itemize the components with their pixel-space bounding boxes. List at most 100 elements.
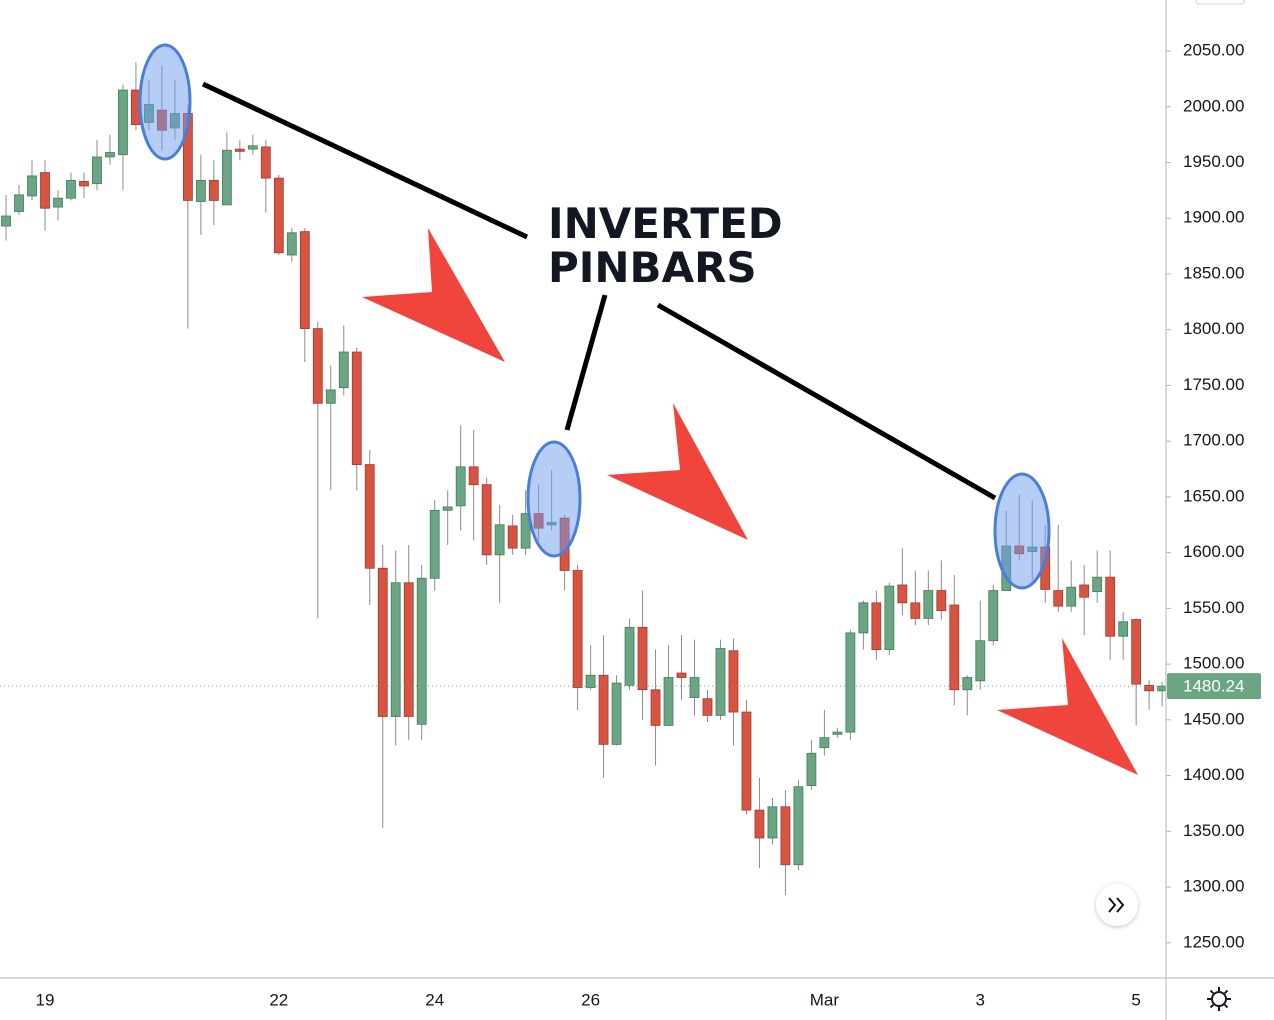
- candle-body: [1092, 576, 1103, 593]
- y-tick-label: 2050.00: [1183, 41, 1244, 60]
- candle-body: [1144, 684, 1155, 692]
- candle-body: [1157, 685, 1166, 692]
- candle-body: [754, 809, 765, 839]
- candle-body: [273, 177, 284, 254]
- plot-area: [0, 62, 1166, 895]
- pointer-line: [564, 294, 608, 431]
- candle-body: [936, 590, 947, 612]
- candle-body: [325, 389, 336, 404]
- candle-body: [689, 677, 700, 698]
- candle-body: [819, 737, 830, 749]
- candle-body: [40, 172, 50, 209]
- highlight-ellipse: [526, 440, 582, 558]
- x-tick-label: Mar: [810, 990, 840, 1009]
- candle-body: [598, 674, 609, 745]
- candle-body: [481, 484, 492, 556]
- candle-body: [221, 149, 232, 206]
- candle-body: [208, 179, 219, 201]
- candle-body: [338, 351, 349, 389]
- annotations: INVERTED PINBARS: [138, 43, 1138, 775]
- candle-body: [247, 145, 258, 150]
- candle-body: [507, 525, 518, 549]
- candle-body: [832, 731, 843, 735]
- candle-body: [416, 577, 427, 725]
- gear-icon: [1211, 991, 1227, 1007]
- candle-body: [377, 567, 388, 717]
- candle-body: [572, 570, 583, 688]
- candle-body: [845, 632, 856, 733]
- y-tick-label: 1350.00: [1183, 821, 1244, 840]
- highlight-ellipse: [138, 43, 192, 161]
- candle-body: [1, 215, 11, 227]
- candle-body: [767, 806, 778, 839]
- candle-body: [585, 674, 596, 688]
- last-price-tag: [1167, 673, 1261, 700]
- x-tick-label: 3: [976, 990, 985, 1009]
- candle-body: [728, 650, 739, 713]
- candle-body: [806, 752, 817, 787]
- y-tick-label: 1300.00: [1183, 877, 1244, 896]
- candle-body: [442, 506, 453, 511]
- candle-body: [975, 640, 986, 682]
- pointer-line: [201, 81, 529, 240]
- gear-teeth: [1207, 987, 1231, 1011]
- candle-body: [118, 89, 128, 156]
- candle-body: [884, 585, 895, 651]
- y-tick-label: 1850.00: [1183, 263, 1244, 282]
- candle-body: [663, 677, 674, 726]
- candle-body: [1079, 584, 1090, 598]
- candle-body: [468, 466, 479, 486]
- candle-body: [92, 156, 102, 185]
- candle-body: [962, 677, 973, 691]
- candle-body: [702, 698, 713, 716]
- candle-body: [949, 604, 960, 691]
- candle-body: [1053, 590, 1064, 607]
- candle-body: [520, 513, 531, 549]
- candle-body: [780, 806, 791, 866]
- candle-body: [455, 466, 466, 507]
- candle-body: [234, 148, 245, 152]
- candle-body: [195, 179, 206, 202]
- candle-body: [105, 152, 115, 158]
- candle-body: [624, 626, 635, 686]
- y-tick-label: 1700.00: [1183, 431, 1244, 450]
- candle-body: [897, 584, 908, 604]
- x-tick-label: 24: [425, 990, 444, 1009]
- candle-body: [715, 648, 726, 716]
- candle-body: [858, 602, 869, 634]
- candle-body: [910, 602, 921, 619]
- candle-body: [988, 590, 999, 642]
- candle-body: [1105, 576, 1116, 637]
- x-tick-label: 19: [36, 990, 55, 1009]
- candle-body: [637, 626, 648, 691]
- scroll-button[interactable]: [1096, 884, 1138, 926]
- y-tick-label: 2000.00: [1183, 96, 1244, 115]
- candle-body: [676, 672, 687, 678]
- y-tick-label: 1750.00: [1183, 375, 1244, 394]
- candle-body: [27, 175, 37, 197]
- annotation-text: PINBARS: [548, 243, 757, 292]
- candle-body: [312, 328, 323, 404]
- highlight-ellipse: [993, 472, 1051, 590]
- toolbar-tab[interactable]: [1195, 0, 1245, 5]
- candle-body: [66, 179, 76, 199]
- candle-body: [299, 231, 310, 330]
- x-tick-label: 22: [269, 990, 288, 1009]
- y-tick-label: 1900.00: [1183, 208, 1244, 227]
- x-tick-label: 5: [1131, 990, 1140, 1009]
- candle-body: [260, 146, 271, 179]
- candle-body: [650, 689, 661, 726]
- scroll-icon: [1108, 897, 1125, 913]
- y-tick-label: 1600.00: [1183, 542, 1244, 561]
- candle-body: [494, 524, 505, 556]
- candle-body: [79, 181, 89, 187]
- candle-body: [53, 197, 63, 208]
- settings-button[interactable]: [1207, 987, 1231, 1011]
- candle-body: [793, 786, 804, 866]
- y-tick-label: 1450.00: [1183, 709, 1244, 728]
- down-arrow: [362, 228, 505, 362]
- down-arrow: [997, 638, 1138, 775]
- candle-body: [429, 509, 440, 579]
- scroll-button-circle[interactable]: [1096, 884, 1138, 926]
